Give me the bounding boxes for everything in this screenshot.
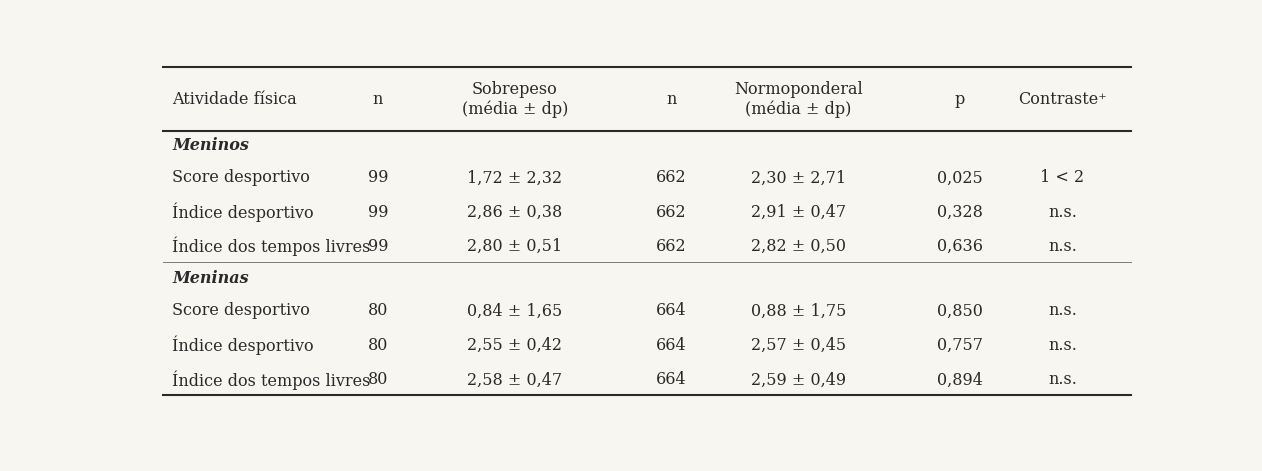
- Text: 99: 99: [367, 204, 387, 221]
- Text: Score desportivo: Score desportivo: [173, 302, 310, 319]
- Text: Meninas: Meninas: [173, 270, 249, 287]
- Text: 80: 80: [367, 337, 387, 354]
- Text: 0,636: 0,636: [936, 238, 983, 255]
- Text: 0,894: 0,894: [936, 371, 983, 389]
- Text: Índice dos tempos livres: Índice dos tempos livres: [173, 370, 371, 390]
- Text: 662: 662: [656, 204, 687, 221]
- Text: Normoponderal
(média ± dp): Normoponderal (média ± dp): [734, 81, 863, 118]
- Text: 664: 664: [656, 302, 687, 319]
- Text: Índice dos tempos livres: Índice dos tempos livres: [173, 237, 371, 257]
- Text: n.s.: n.s.: [1047, 238, 1076, 255]
- Text: n.s.: n.s.: [1047, 204, 1076, 221]
- Text: 0,84 ± 1,65: 0,84 ± 1,65: [467, 302, 563, 319]
- Text: 2,86 ± 0,38: 2,86 ± 0,38: [467, 204, 563, 221]
- Text: Sobrepeso
(média ± dp): Sobrepeso (média ± dp): [462, 81, 568, 118]
- Text: 0,328: 0,328: [936, 204, 983, 221]
- Text: n: n: [666, 90, 676, 108]
- Text: 2,55 ± 0,42: 2,55 ± 0,42: [467, 337, 563, 354]
- Text: Índice desportivo: Índice desportivo: [173, 336, 314, 355]
- Text: 99: 99: [367, 238, 387, 255]
- Text: 2,59 ± 0,49: 2,59 ± 0,49: [751, 371, 846, 389]
- Text: 1 < 2: 1 < 2: [1040, 170, 1084, 187]
- Text: 1,72 ± 2,32: 1,72 ± 2,32: [467, 170, 563, 187]
- Text: 99: 99: [367, 170, 387, 187]
- Text: Contraste⁺: Contraste⁺: [1018, 90, 1107, 108]
- Text: Score desportivo: Score desportivo: [173, 170, 310, 187]
- Text: 2,58 ± 0,47: 2,58 ± 0,47: [467, 371, 563, 389]
- Text: n.s.: n.s.: [1047, 371, 1076, 389]
- Text: 0,850: 0,850: [936, 302, 983, 319]
- Text: 0,025: 0,025: [936, 170, 983, 187]
- Text: p: p: [954, 90, 965, 108]
- Text: 2,57 ± 0,45: 2,57 ± 0,45: [751, 337, 846, 354]
- Text: n.s.: n.s.: [1047, 337, 1076, 354]
- Text: 2,30 ± 2,71: 2,30 ± 2,71: [751, 170, 846, 187]
- Text: 2,80 ± 0,51: 2,80 ± 0,51: [467, 238, 563, 255]
- Text: 664: 664: [656, 371, 687, 389]
- Text: Atividade física: Atividade física: [173, 90, 297, 108]
- Text: n.s.: n.s.: [1047, 302, 1076, 319]
- Text: Índice desportivo: Índice desportivo: [173, 203, 314, 222]
- Text: 664: 664: [656, 337, 687, 354]
- Text: 80: 80: [367, 302, 387, 319]
- Text: 662: 662: [656, 238, 687, 255]
- Text: 662: 662: [656, 170, 687, 187]
- Text: 2,82 ± 0,50: 2,82 ± 0,50: [751, 238, 846, 255]
- Text: 0,88 ± 1,75: 0,88 ± 1,75: [751, 302, 846, 319]
- Text: 80: 80: [367, 371, 387, 389]
- Text: 0,757: 0,757: [936, 337, 983, 354]
- Text: 2,91 ± 0,47: 2,91 ± 0,47: [751, 204, 846, 221]
- Text: n: n: [372, 90, 382, 108]
- Text: Meninos: Meninos: [173, 137, 250, 154]
